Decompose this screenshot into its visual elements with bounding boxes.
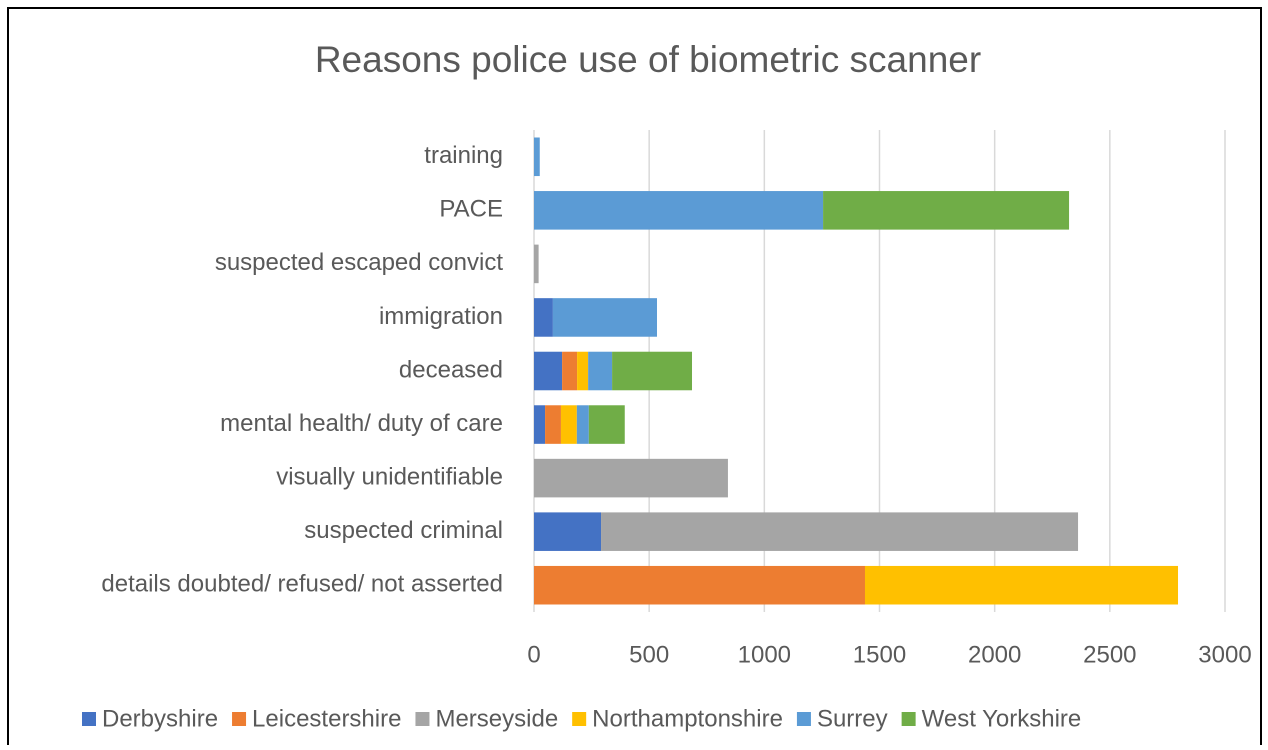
legend-swatch bbox=[82, 712, 96, 726]
y-tick-label: suspected criminal bbox=[304, 517, 503, 544]
bar-segment bbox=[560, 405, 577, 444]
x-tick-label: 0 bbox=[527, 641, 540, 668]
bar-segment bbox=[534, 298, 553, 337]
y-tick-label: visually unidentifiable bbox=[276, 463, 503, 490]
bar-segment bbox=[534, 405, 546, 444]
chart-title: Reasons police use of biometric scanner bbox=[315, 39, 981, 80]
legend-label: Northamptonshire bbox=[592, 705, 783, 732]
x-tick-label: 2000 bbox=[968, 641, 1021, 668]
legend-swatch bbox=[901, 712, 916, 726]
bar-segment bbox=[552, 298, 657, 337]
bar-segment bbox=[562, 351, 578, 391]
y-tick-label: suspected escaped convict bbox=[215, 249, 504, 276]
y-tick-label: deceased bbox=[399, 356, 503, 383]
bar-segment bbox=[588, 351, 613, 391]
y-tick-label: immigration bbox=[379, 303, 503, 330]
legend-label: Surrey bbox=[817, 705, 888, 732]
y-tick-label: PACE bbox=[439, 196, 503, 223]
legend-label: West Yorkshire bbox=[922, 705, 1082, 732]
bar-segment bbox=[601, 512, 1079, 551]
x-tick-label: 1500 bbox=[853, 641, 906, 668]
bar-segment bbox=[534, 565, 865, 605]
bar-segment bbox=[534, 351, 563, 391]
bar-segment bbox=[545, 405, 561, 444]
legend-swatch bbox=[796, 712, 811, 726]
y-tick-label: mental health/ duty of care bbox=[220, 410, 503, 437]
bar-segment bbox=[823, 191, 1070, 230]
legend-label: Derbyshire bbox=[102, 705, 218, 732]
legend-swatch bbox=[232, 712, 247, 726]
legend-label: Leicestershire bbox=[252, 705, 401, 732]
bar-segment bbox=[534, 191, 824, 230]
x-tick-label: 1000 bbox=[738, 641, 791, 668]
y-tick-label: details doubted/ refused/ not asserted bbox=[101, 571, 503, 598]
x-tick-label: 2500 bbox=[1083, 641, 1136, 668]
bar-segment bbox=[576, 405, 589, 444]
bar-segment bbox=[534, 512, 602, 551]
bar-segment bbox=[864, 565, 1179, 605]
bar-segment bbox=[534, 137, 540, 177]
bar-segment bbox=[534, 244, 539, 284]
x-tick-label: 500 bbox=[629, 641, 669, 668]
bar-segment bbox=[577, 351, 589, 391]
legend-label: Merseyside bbox=[435, 705, 558, 732]
legend-swatch bbox=[572, 712, 587, 726]
legend-swatch bbox=[415, 712, 430, 726]
x-tick-label: 3000 bbox=[1198, 641, 1251, 668]
bar-segment bbox=[534, 458, 728, 498]
y-tick-label: training bbox=[424, 142, 503, 169]
bar-segment bbox=[612, 351, 693, 391]
bar-segment bbox=[588, 405, 625, 444]
